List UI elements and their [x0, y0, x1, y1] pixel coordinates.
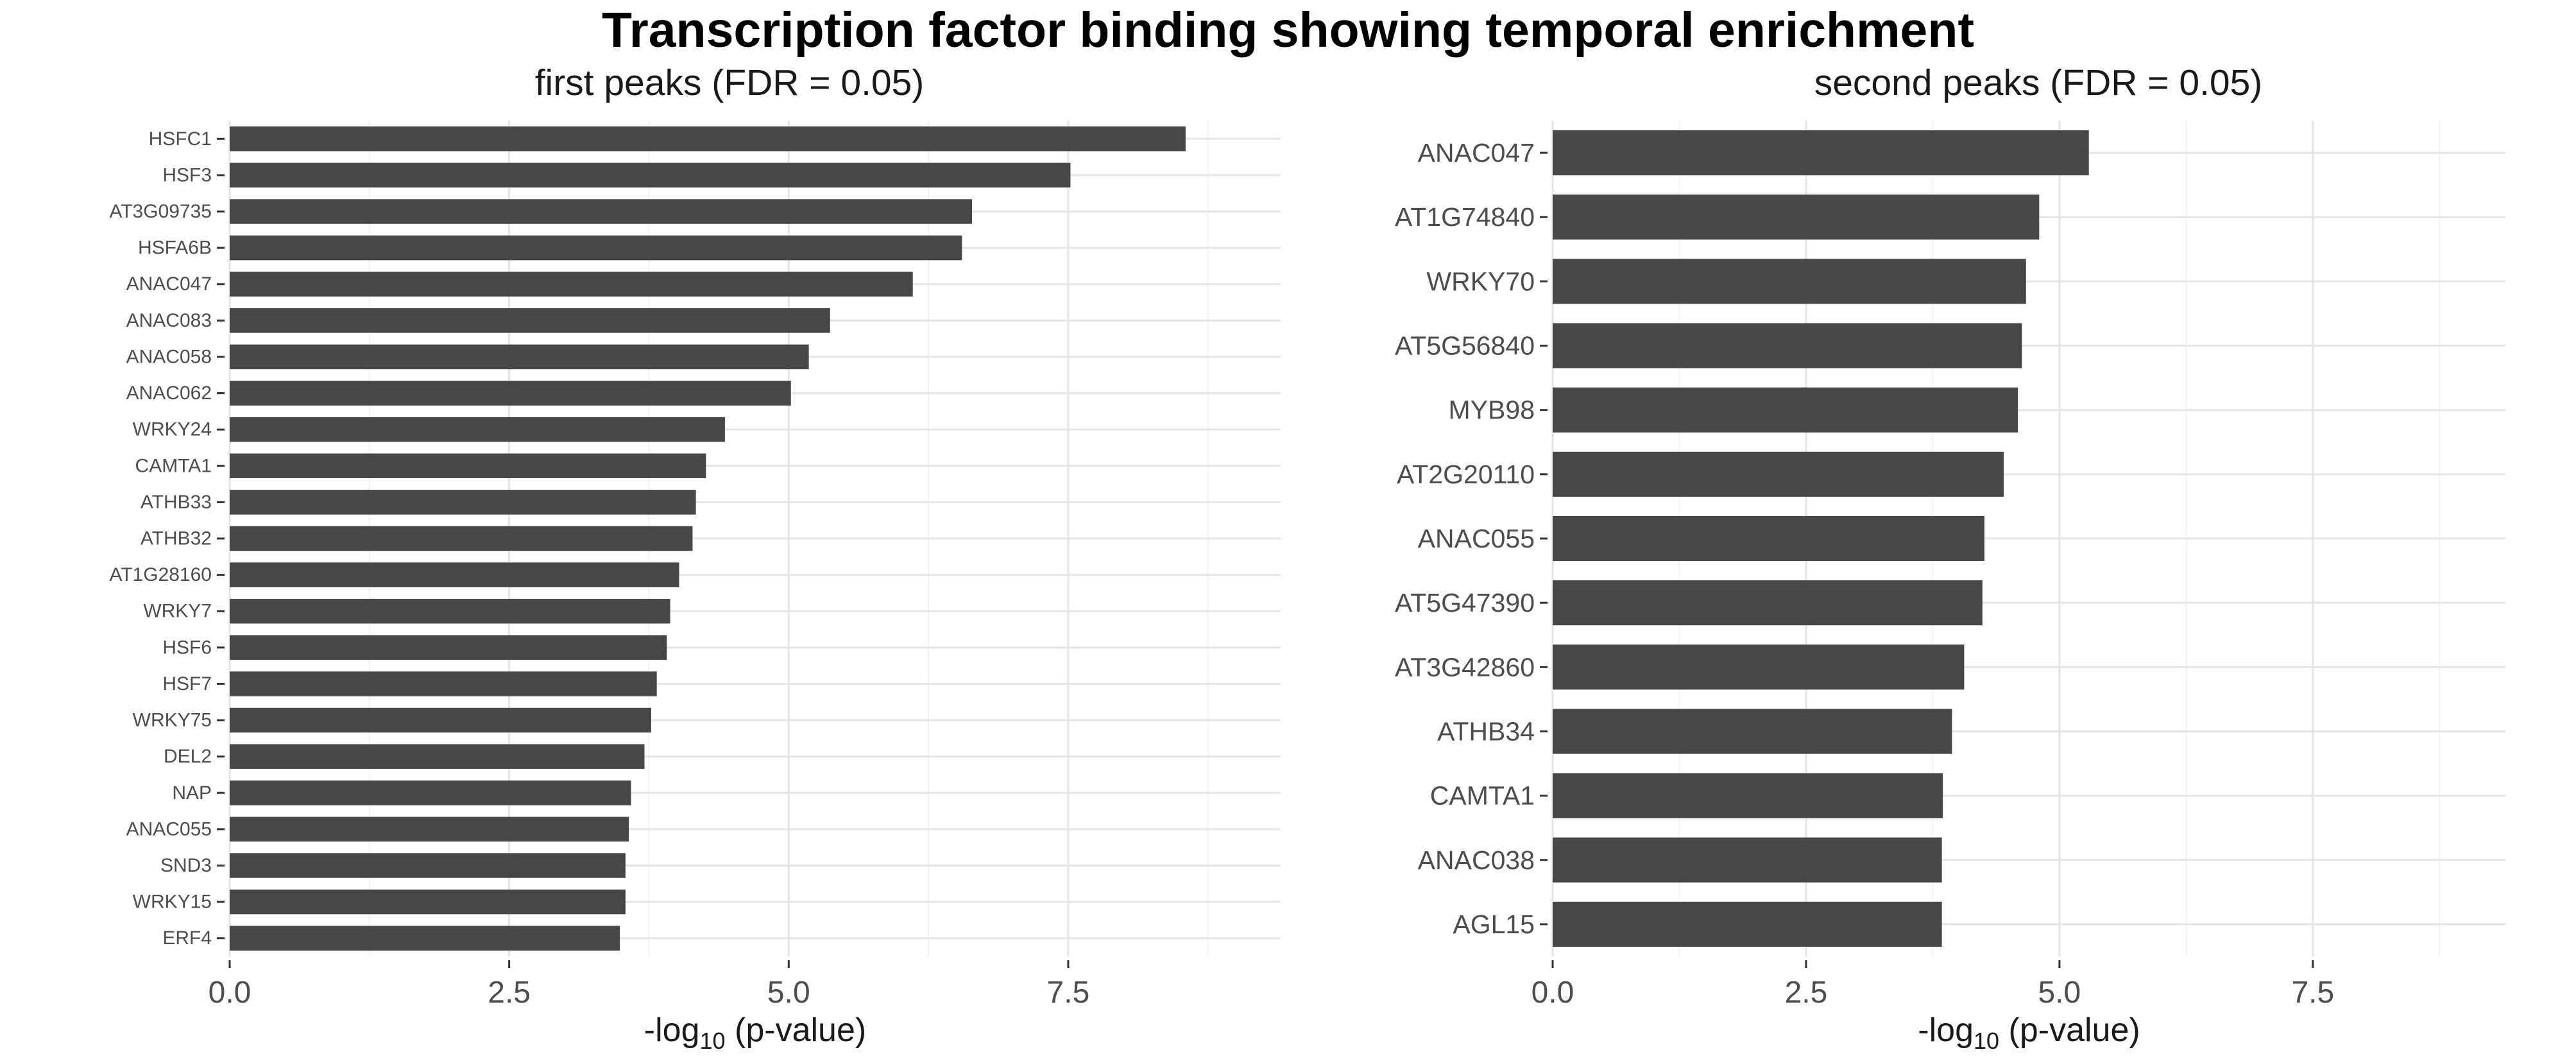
bar: [1553, 259, 2026, 304]
bar: [230, 162, 1071, 188]
bar: [230, 816, 629, 842]
bar: [1553, 773, 1943, 818]
y-tick-label: ATHB33: [141, 492, 212, 513]
y-tick-label: ANAC047: [126, 273, 212, 295]
y-tick-label: AGL15: [1453, 910, 1535, 939]
y-tick-label: HSF7: [162, 673, 212, 694]
bar: [230, 853, 626, 878]
bar: [1553, 644, 1965, 690]
y-tick-label: CAMTA1: [1430, 781, 1535, 811]
y-tick-label: WRKY70: [1426, 266, 1535, 296]
x-tick-label: 0.0: [1531, 976, 1574, 1010]
panel-1: first peaks (FDR = 0.05) HSFC1 HSF3 AT3G097…: [109, 62, 1281, 1054]
x-axis-title-subscript: 10: [1974, 1028, 1999, 1054]
x-tick-label: 0.0: [209, 976, 252, 1010]
x-axis-title: -log10 (p-value): [644, 1012, 866, 1054]
y-tick-label: ERF4: [162, 927, 212, 949]
bar: [230, 635, 667, 660]
x-axis-title-rest: (p-value): [1999, 1012, 2140, 1049]
bar: [1553, 580, 1983, 626]
x-tick-label: 5.0: [2038, 976, 2081, 1010]
y-tick-label: ATHB34: [1437, 716, 1535, 746]
y-tick-label: WRKY7: [143, 601, 212, 622]
bar: [1553, 837, 1942, 883]
bar: [230, 453, 706, 479]
y-tick-label: ANAC047: [1418, 138, 1535, 168]
bar: [1553, 194, 2040, 240]
x-tick-label: 2.5: [488, 976, 531, 1010]
panel-title: first peaks (FDR = 0.05): [535, 62, 925, 103]
x-tick-label: 7.5: [2291, 976, 2334, 1010]
x-tick-label: 2.5: [1785, 976, 1828, 1010]
y-tick-label: HSFA6B: [138, 237, 212, 259]
bar: [230, 490, 696, 515]
y-tick-label: HSFC1: [149, 128, 212, 150]
y-tick-label: CAMTA1: [135, 455, 212, 476]
y-tick-label: WRKY24: [133, 419, 212, 440]
bar: [1553, 451, 2004, 497]
x-tick-label: 5.0: [767, 976, 810, 1010]
y-tick-label: AT1G28160: [109, 564, 212, 585]
bar: [230, 417, 725, 442]
y-tick-label: HSF3: [162, 164, 212, 185]
bar: [230, 308, 830, 333]
bar: [230, 235, 962, 261]
x-axis-title-main: -log: [1918, 1012, 1974, 1049]
bar: [230, 889, 626, 915]
bar: [1553, 130, 2089, 176]
bar: [230, 272, 913, 297]
bar: [230, 381, 791, 406]
y-tick-label: AT1G74840: [1395, 202, 1535, 232]
bar: [230, 781, 631, 806]
bar: [230, 744, 645, 769]
y-tick-label: AT3G42860: [1395, 652, 1535, 682]
y-tick-label: AT3G09735: [109, 201, 212, 222]
x-axis-title-subscript: 10: [700, 1028, 726, 1054]
y-tick-label: WRKY15: [133, 892, 212, 913]
x-axis-title: -log10 (p-value): [1918, 1012, 2140, 1054]
y-tick-label: ANAC038: [1418, 845, 1535, 875]
bar: [230, 926, 620, 951]
bar: [230, 199, 973, 224]
y-tick-label: MYB98: [1449, 395, 1535, 425]
bar: [230, 562, 679, 587]
y-tick-label: ANAC055: [1418, 524, 1535, 553]
panel-2: second peaks (FDR = 0.05) ANAC047 AT1G7484…: [1395, 62, 2505, 1054]
bar: [230, 526, 693, 551]
x-tick-label: 7.5: [1047, 976, 1090, 1010]
y-tick-label: AT5G47390: [1395, 588, 1535, 617]
y-tick-label: SND3: [160, 855, 212, 876]
y-tick-label: AT2G20110: [1397, 460, 1535, 489]
bar: [230, 598, 670, 624]
y-tick-label: ANAC058: [126, 346, 212, 367]
chart-title: Transcription factor binding showing tem…: [601, 3, 1975, 58]
y-tick-label: NAP: [172, 782, 212, 804]
bar: [230, 671, 657, 696]
bar: [1553, 515, 1984, 562]
bar: [1553, 709, 1952, 754]
bar: [1553, 901, 1942, 947]
bar: [230, 707, 651, 733]
bar: [230, 126, 1186, 151]
y-tick-label: DEL2: [164, 746, 212, 767]
y-tick-label: ANAC055: [126, 818, 212, 840]
bar: [1553, 387, 2018, 433]
y-tick-label: AT5G56840: [1395, 331, 1535, 361]
x-axis-title-rest: (p-value): [726, 1012, 867, 1049]
bar: [1553, 323, 2022, 368]
y-tick-label: ANAC062: [126, 383, 212, 404]
y-tick-label: ATHB32: [141, 528, 212, 549]
panel-title: second peaks (FDR = 0.05): [1814, 62, 2263, 103]
y-tick-label: WRKY75: [133, 710, 212, 731]
y-tick-label: HSF6: [162, 637, 212, 658]
x-axis-title-main: -log: [644, 1012, 700, 1049]
y-tick-label: ANAC083: [126, 310, 212, 331]
bar: [230, 344, 809, 370]
